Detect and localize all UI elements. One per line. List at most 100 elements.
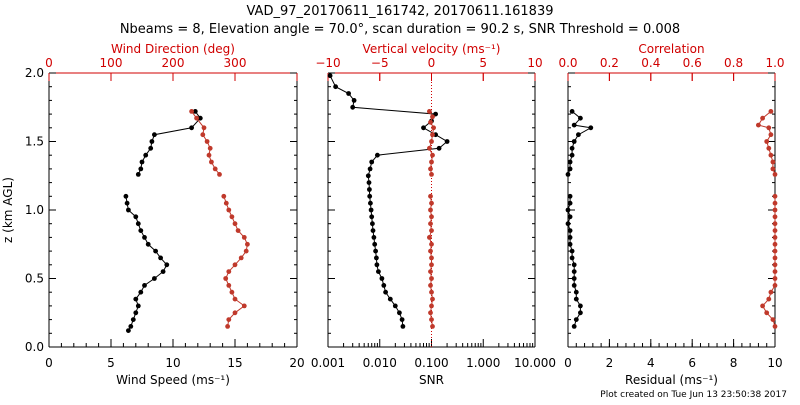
data-point — [588, 125, 594, 131]
data-point — [428, 310, 433, 316]
data-point — [565, 172, 571, 177]
data-point — [333, 84, 338, 90]
top-axis-label: Correlation — [638, 42, 704, 56]
data-point — [125, 207, 131, 213]
x-tick-label: 8 — [730, 356, 738, 370]
data-point — [197, 115, 203, 121]
data-point — [772, 221, 778, 227]
data-point — [381, 283, 387, 288]
data-point — [567, 166, 573, 172]
data-point — [569, 109, 575, 114]
series-line-wind-speed — [137, 111, 201, 175]
data-point — [138, 289, 144, 295]
data-point — [400, 324, 406, 329]
data-point — [368, 200, 373, 206]
data-point — [429, 276, 434, 281]
x-tick-label: 0.100 — [414, 356, 448, 370]
data-point — [573, 296, 579, 302]
data-point — [427, 109, 432, 114]
data-point — [430, 114, 435, 120]
data-point — [436, 145, 442, 151]
data-point — [142, 235, 147, 240]
data-point — [429, 214, 434, 220]
top-axis-label: Wind Direction (deg) — [111, 42, 235, 56]
data-point — [760, 303, 765, 309]
top-axis-label: Vertical velocity (ms⁻¹) — [363, 42, 501, 56]
data-point — [374, 255, 379, 261]
data-point — [569, 248, 575, 254]
data-point — [772, 262, 778, 268]
x-tick-label: 0.001 — [311, 356, 345, 370]
data-point — [573, 289, 579, 295]
data-point — [427, 145, 432, 151]
x-tick-label: 0 — [45, 356, 53, 370]
data-point — [367, 166, 373, 172]
y-tick-label: 0.5 — [25, 272, 44, 286]
data-point — [221, 193, 227, 199]
data-point — [428, 283, 433, 288]
data-point — [138, 166, 144, 172]
top-tick-label: 0.0 — [558, 56, 577, 70]
data-point — [772, 248, 778, 254]
data-point — [772, 324, 778, 329]
figure-title-line1: VAD_97_20170611_161742, 20170611.161839 — [247, 4, 554, 19]
data-point — [772, 214, 778, 220]
data-point — [379, 276, 385, 281]
data-point — [430, 296, 435, 302]
data-point — [139, 159, 145, 165]
data-point — [429, 172, 434, 177]
data-point — [429, 200, 434, 206]
data-point — [135, 172, 141, 177]
data-point — [421, 125, 426, 131]
data-point — [226, 207, 232, 213]
data-point — [204, 139, 210, 144]
data-point — [768, 132, 774, 138]
data-point — [226, 269, 232, 274]
data-point — [225, 324, 231, 329]
data-point — [428, 207, 433, 213]
data-point — [142, 283, 147, 288]
data-point — [235, 228, 241, 234]
data-point — [375, 152, 380, 158]
data-point — [433, 111, 438, 117]
data-point — [428, 221, 433, 227]
data-point — [366, 180, 372, 186]
data-point — [768, 109, 774, 114]
data-point — [226, 317, 232, 322]
data-point — [158, 255, 164, 261]
x-tick-label: 2 — [606, 356, 614, 370]
data-point — [153, 248, 159, 254]
bottom-axis-label: SNR — [419, 373, 444, 387]
data-point — [429, 228, 434, 234]
data-point — [133, 296, 139, 302]
data-point — [578, 115, 583, 121]
data-point — [372, 241, 378, 247]
data-point — [226, 283, 232, 288]
data-point — [371, 235, 377, 240]
data-point — [232, 262, 238, 268]
data-point — [571, 283, 577, 288]
x-tick-label: 5 — [107, 356, 115, 370]
data-point — [164, 262, 170, 268]
top-tick-label: 0 — [428, 56, 436, 70]
data-point — [430, 152, 435, 158]
top-tick-label: 0.4 — [641, 56, 660, 70]
data-point — [429, 159, 434, 165]
data-point — [772, 207, 778, 213]
data-point — [429, 255, 434, 261]
data-point — [192, 109, 198, 114]
x-tick-label: 10 — [767, 356, 782, 370]
data-point — [152, 132, 157, 138]
data-point — [189, 109, 195, 114]
data-point — [573, 317, 579, 322]
top-tick-label: 200 — [162, 56, 185, 70]
data-point — [772, 276, 778, 281]
data-point — [567, 228, 573, 234]
series-line-wind-direction — [191, 111, 220, 175]
data-point — [376, 269, 381, 274]
data-point — [565, 207, 571, 213]
top-tick-label: 100 — [100, 56, 123, 70]
data-point — [772, 255, 778, 261]
